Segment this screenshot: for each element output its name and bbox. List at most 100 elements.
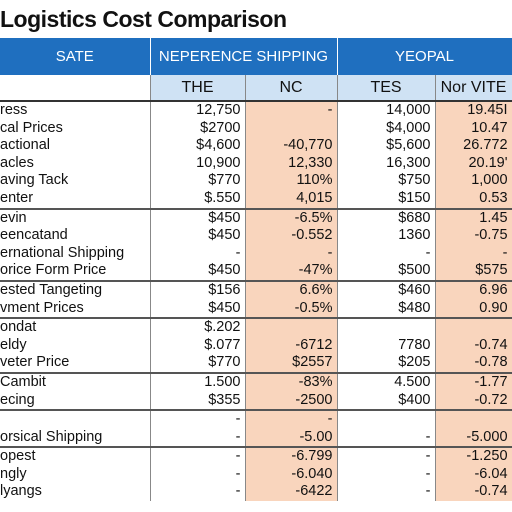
table-row: eldy $.077 -6712 7780 -0.74 [0, 336, 512, 355]
cell [435, 410, 512, 429]
table-row: aving Tack $770 110% $750 1,000 [0, 172, 512, 190]
group-header: YEOPAL [337, 38, 512, 75]
cell: -6422 [245, 483, 338, 502]
cell: -6712 [245, 336, 338, 355]
row-label: acles [0, 154, 151, 173]
cell: -5.00 [245, 428, 338, 449]
row-label: enter [0, 189, 151, 210]
row-label: ecing [0, 391, 151, 412]
cell: 12,750 [150, 101, 246, 120]
table-row: acles 10,900 12,330 16,300 20.19' [0, 154, 512, 173]
cell: -0.74 [435, 336, 512, 355]
row-label: ress [0, 101, 151, 120]
cell: $205 [337, 354, 436, 374]
cell [245, 119, 338, 138]
cell: -0.75 [435, 227, 512, 245]
corner-header: SATE [0, 38, 151, 75]
cell: - [150, 447, 246, 466]
table-row: ecing $355 -2500 $400 -0.72 [0, 391, 512, 412]
cell: $480 [337, 299, 436, 320]
row-label: aving Tack [0, 172, 151, 190]
cell: $156 [150, 280, 246, 300]
cell: 26.772 [435, 137, 512, 155]
row-label: ernational Shipping [0, 244, 151, 263]
row-label: eldy [0, 336, 151, 355]
cell: $575 [435, 262, 512, 282]
cell: -0.5% [245, 299, 338, 320]
cell: 6.96 [435, 280, 512, 300]
table-row: ngly - -6.040- -6.04 [0, 465, 512, 484]
cell: $.077 [150, 336, 246, 355]
row-label: ondat [0, 318, 151, 337]
row-label: cal Prices [0, 119, 151, 138]
row-label [0, 410, 151, 429]
column-header: Nor VITE [435, 75, 512, 102]
cell: $355 [150, 391, 246, 412]
cell: -6.04 [435, 465, 512, 484]
blank-header [0, 75, 151, 102]
cell: $460 [337, 280, 436, 300]
table-row: orice Form Price $450 -47% $500 $575 [0, 262, 512, 282]
table-row: ested Tangeting $156 6.6% $460 6.96 [0, 280, 512, 300]
cell: 110% [245, 172, 338, 190]
cell: $750 [337, 172, 436, 190]
cell: 10,900 [150, 154, 246, 173]
cell: $450 [150, 262, 246, 282]
cell: 14,000 [337, 101, 436, 120]
row-label: actional [0, 137, 151, 155]
cell: 4,015 [245, 189, 338, 210]
cell: - [337, 447, 436, 466]
cell: $2557 [245, 354, 338, 374]
cell: $150 [337, 189, 436, 210]
row-label: veter Price [0, 354, 151, 374]
cell: $5,600 [337, 137, 436, 155]
row-label: ested Tangeting [0, 280, 151, 300]
cell: 1.45 [435, 208, 512, 228]
group-header: NEPERENCE SHIPPING [150, 38, 338, 75]
column-header: TES [337, 75, 436, 102]
cell: -5.000 [435, 428, 512, 449]
column-header: THE [150, 75, 246, 102]
table-body: ress 12,750-14,000 19.45I cal Prices $2700 $4… [0, 101, 512, 502]
cell: $500 [337, 262, 436, 282]
table-row: ondat $.202 [0, 318, 512, 337]
cell: -2500 [245, 391, 338, 412]
row-label: Cambit [0, 372, 151, 392]
cell: -6.040 [245, 465, 338, 484]
cell: -6.5% [245, 208, 338, 228]
cell: -0.78 [435, 354, 512, 374]
cell: - [337, 465, 436, 484]
cell: -0.74 [435, 483, 512, 502]
cell [435, 318, 512, 337]
cell: $680 [337, 208, 436, 228]
cell: - [337, 428, 436, 449]
table-row: orsical Shipping - -5.00- -5.000 [0, 428, 512, 449]
cell: $450 [150, 208, 246, 228]
cell: - [150, 483, 246, 502]
cell: -6.799 [245, 447, 338, 466]
cell: 0.53 [435, 189, 512, 210]
row-label: vment Prices [0, 299, 151, 320]
cell: 1,000 [435, 172, 512, 190]
cell: - [337, 244, 436, 263]
cell: - [150, 410, 246, 429]
cell: $450 [150, 299, 246, 320]
cell: 6.6% [245, 280, 338, 300]
cell: -0.72 [435, 391, 512, 412]
cost-table: SATE NEPERENCE SHIPPING YEOPAL THE NC TE… [0, 38, 512, 502]
cell [337, 410, 436, 429]
cell: - [245, 244, 338, 263]
cell: $450 [150, 227, 246, 245]
table-row: ress 12,750-14,000 19.45I [0, 101, 512, 120]
cell: -0.552 [245, 227, 338, 245]
cell: $.202 [150, 318, 246, 337]
cell: $4,000 [337, 119, 436, 138]
cell: -47% [245, 262, 338, 282]
column-header: NC [245, 75, 338, 102]
table-row: evin $450 -6.5% $680 1.45 [0, 208, 512, 228]
title: Logistics Cost Comparison [0, 6, 287, 32]
cell [337, 318, 436, 337]
cell: -40,770 [245, 137, 338, 155]
cell [245, 318, 338, 337]
row-label: ngly [0, 465, 151, 484]
